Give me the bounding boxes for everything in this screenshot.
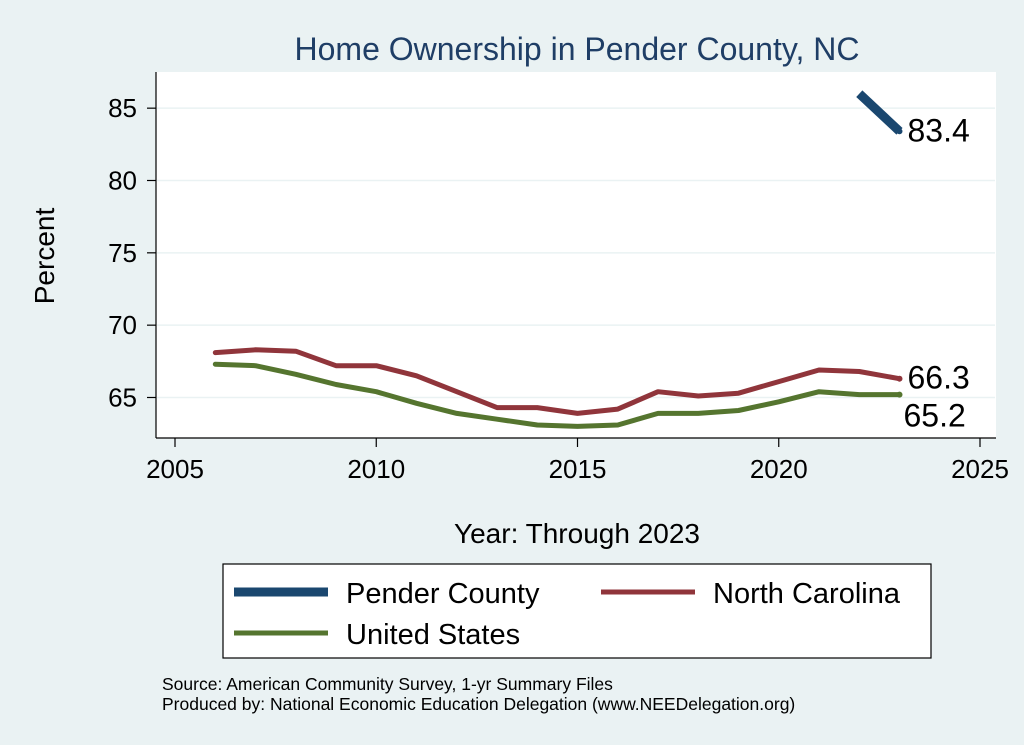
y-tick-label-65: 65 — [108, 382, 137, 412]
x-tick-label-2025: 2025 — [951, 454, 1009, 484]
series-line-north-carolina — [212, 347, 902, 416]
x-tick-label-2005: 2005 — [146, 454, 204, 484]
legend-label-north-carolina: North Carolina — [713, 578, 901, 610]
y-tick-label-80: 80 — [108, 165, 137, 195]
legend: Pender County North Carolina United States — [222, 563, 932, 659]
x-tick-label-2010: 2010 — [347, 454, 405, 484]
source-note: Source: American Community Survey, 1-yr … — [162, 674, 613, 694]
series-line-pender-county — [856, 90, 903, 135]
end-label-pender-county: 83.4 — [908, 112, 970, 148]
y-axis-title: Percent — [29, 208, 60, 305]
end-labels: 66.365.2 83.4 — [904, 112, 970, 433]
y-tick-label-70: 70 — [108, 310, 137, 340]
legend-label-united-states: United States — [346, 619, 520, 651]
end-label-united-states: 65.2 — [904, 398, 966, 434]
producer-note: Produced by: National Economic Education… — [162, 694, 795, 714]
legend-box — [222, 563, 932, 659]
legend-label-pender-county: Pender County — [346, 578, 540, 610]
end-point-pender-county — [896, 128, 903, 135]
x-tick-label-2015: 2015 — [549, 454, 607, 484]
x-tick-label-2020: 2020 — [750, 454, 808, 484]
x-axis-ticks: 2005 2010 2015 2020 2025 — [146, 438, 1009, 484]
end-point-united-states — [896, 391, 903, 398]
grid-lines — [157, 107, 995, 399]
end-point-north-carolina — [896, 375, 903, 382]
y-tick-label-75: 75 — [108, 238, 137, 268]
y-axis-ticks: 65 70 75 80 85 — [108, 93, 156, 412]
series-line-united-states — [212, 361, 902, 429]
series-lines — [212, 90, 903, 429]
plot-area — [156, 72, 996, 438]
end-label-north-carolina: 66.3 — [908, 360, 970, 396]
x-axis-title: Year: Through 2023 — [454, 518, 700, 549]
y-tick-label-85: 85 — [108, 93, 137, 123]
chart-title: Home Ownership in Pender County, NC — [295, 31, 860, 67]
